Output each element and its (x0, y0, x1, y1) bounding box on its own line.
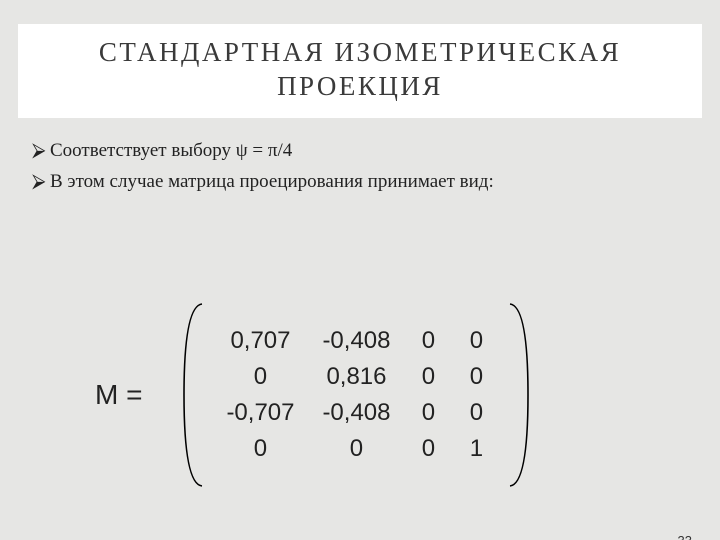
matrix-cell: 0 (452, 323, 500, 359)
bullet-marker-icon: ⮚ (32, 167, 50, 196)
matrix-cell: 0 (404, 323, 452, 359)
matrix-row: 0 0,816 0 0 (212, 359, 500, 395)
left-bracket-icon (178, 300, 206, 490)
page-number: 33 (678, 533, 692, 540)
matrix-cell: -0,707 (212, 395, 308, 431)
bullet-marker-icon: ⮚ (32, 136, 50, 165)
matrix-cells: 0,707 -0,408 0 0 0 0,816 0 0 -0,707 -0,4… (212, 323, 500, 467)
bullet-item: ⮚ Соответствует выбору ψ = π/4 (32, 136, 692, 165)
bullet-item: ⮚ В этом случае матрица проецирования пр… (32, 167, 692, 196)
matrix-cell: 0 (212, 359, 308, 395)
bullet-text: В этом случае матрица проецирования прин… (50, 167, 494, 196)
matrix-row: 0 0 0 1 (212, 431, 500, 467)
slide: СТАНДАРТНАЯ ИЗОМЕТРИЧЕСКАЯ ПРОЕКЦИЯ ⮚ Со… (0, 24, 720, 540)
matrix-cell: 0 (404, 395, 452, 431)
matrix-row: 0,707 -0,408 0 0 (212, 323, 500, 359)
matrix-cell: 1 (452, 431, 500, 467)
bullet-text: Соответствует выбору ψ = π/4 (50, 136, 292, 165)
matrix-cell: 0 (404, 359, 452, 395)
title-box: СТАНДАРТНАЯ ИЗОМЕТРИЧЕСКАЯ ПРОЕКЦИЯ (18, 24, 702, 118)
matrix-row: -0,707 -0,408 0 0 (212, 395, 500, 431)
title-line-2: ПРОЕКЦИЯ (277, 71, 443, 101)
matrix-cell: 0 (404, 431, 452, 467)
matrix-equation: M = 0,707 -0,408 0 0 0 0,816 0 0 -0,707 … (95, 300, 534, 490)
matrix-cell: -0,408 (308, 395, 404, 431)
matrix-cell: 0 (452, 395, 500, 431)
matrix-cell: 0,707 (212, 323, 308, 359)
matrix-cell: 0,816 (308, 359, 404, 395)
matrix-cell: 0 (308, 431, 404, 467)
right-bracket-icon (506, 300, 534, 490)
matrix-cell: 0 (452, 359, 500, 395)
slide-title: СТАНДАРТНАЯ ИЗОМЕТРИЧЕСКАЯ ПРОЕКЦИЯ (26, 36, 694, 104)
matrix-cell: 0 (212, 431, 308, 467)
bullet-list: ⮚ Соответствует выбору ψ = π/4 ⮚ В этом … (32, 136, 692, 197)
matrix-cell: -0,408 (308, 323, 404, 359)
title-line-1: СТАНДАРТНАЯ ИЗОМЕТРИЧЕСКАЯ (99, 37, 621, 67)
matrix-label: M = (95, 379, 142, 411)
